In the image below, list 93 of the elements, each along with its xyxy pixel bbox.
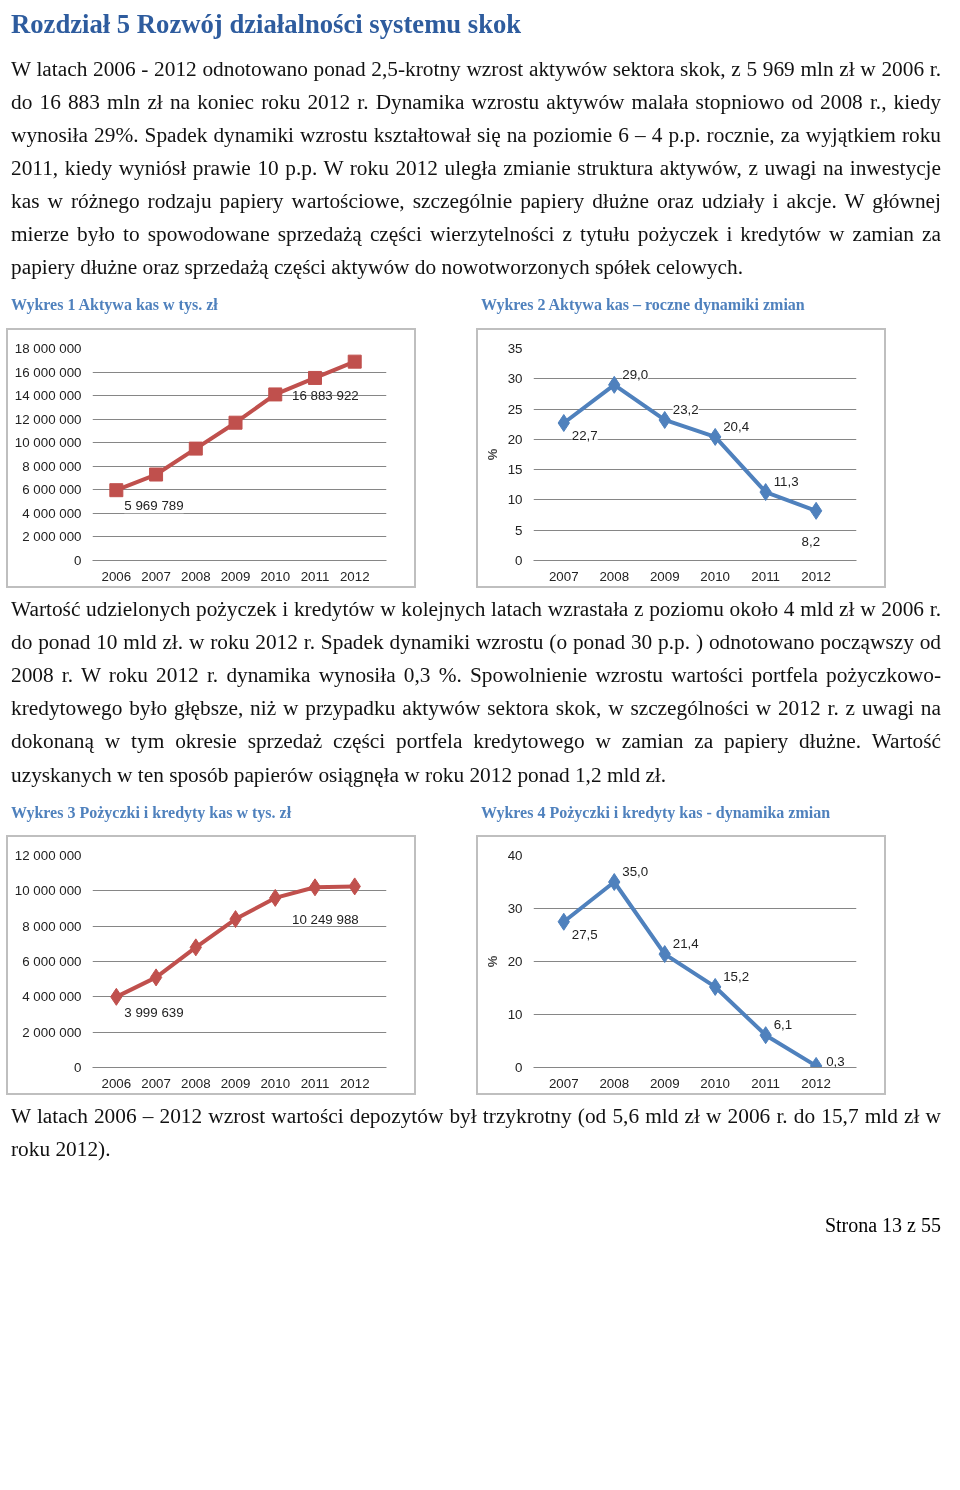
point [809, 502, 823, 521]
y-tick-label: 2 000 000 [22, 1025, 82, 1041]
point [307, 371, 322, 386]
point [188, 441, 203, 456]
x-tick-label: 2009 [649, 1075, 680, 1091]
y-tick-label: 0 [515, 1060, 523, 1076]
x-tick-label: 2007 [548, 1075, 579, 1091]
y-tick-label: 18 000 000 [14, 341, 82, 357]
x-tick-label: 2012 [339, 568, 370, 584]
data-label: 21,4 [672, 936, 700, 952]
x-tick-label: 2007 [548, 568, 579, 584]
point [149, 467, 164, 482]
y-tick-label: 20 [507, 432, 523, 448]
data-label: 8,2 [801, 534, 821, 550]
x-tick-label: 2011 [751, 568, 780, 584]
y-axis-title: % [484, 955, 500, 968]
y-tick-label: 4 000 000 [22, 506, 82, 522]
y-tick-label: 10 000 000 [14, 435, 82, 451]
data-label: 6,1 [773, 1017, 793, 1033]
point [109, 483, 124, 498]
x-tick-label: 2012 [801, 568, 831, 584]
y-tick-label: 2 000 000 [22, 529, 82, 545]
y-tick-label: 10 000 000 [14, 883, 82, 899]
y-tick-label: 0 [515, 553, 523, 569]
y-tick-label: 12 000 000 [14, 411, 82, 427]
x-tick-label: 2008 [599, 1075, 630, 1091]
y-tick-label: 0 [74, 553, 82, 569]
x-tick-label: 2006 [101, 568, 132, 584]
x-tick-label: 2011 [300, 568, 330, 584]
chart-title: Wykres 3 Pożyczki i kredyty kas w tys. zł [11, 802, 292, 824]
point [347, 354, 362, 369]
chart-title: Wykres 1 Aktywa kas w tys. zł [11, 295, 218, 316]
point [149, 968, 163, 987]
data-label: 10 249 988 [292, 912, 359, 928]
point [308, 878, 322, 897]
data-label: 16 883 922 [292, 387, 359, 403]
y-tick-label: 25 [507, 401, 523, 417]
x-tick-label: 2010 [260, 1075, 291, 1091]
data-label: 35,0 [622, 864, 649, 880]
y-tick-label: 10 [507, 492, 523, 508]
y-tick-label: 15 [507, 462, 523, 478]
text: Rozdział 5 Rozwój działalności systemu skok [11, 8, 522, 41]
y-tick-label: 30 [507, 901, 523, 917]
y-tick-label: 4 000 000 [22, 989, 82, 1005]
x-tick-label: 2006 [101, 1075, 132, 1091]
y-tick-label: 10 [507, 1007, 523, 1023]
x-tick-label: 2011 [300, 1075, 330, 1091]
chart-title: Wykres 2 Aktywa kas – roczne dynamiki zmian [481, 295, 805, 316]
x-tick-label: 2010 [260, 568, 291, 584]
y-tick-label: 8 000 000 [22, 919, 82, 935]
x-tick-label: 2008 [180, 1075, 211, 1091]
data-label: 22,7 [571, 428, 598, 444]
point [268, 387, 283, 402]
y-tick-label: 0 [74, 1060, 82, 1076]
x-tick-label: 2012 [801, 1075, 831, 1091]
y-tick-label: 12 000 000 [14, 848, 82, 864]
y-tick-label: 6 000 000 [22, 954, 82, 970]
x-tick-label: 2010 [700, 568, 731, 584]
data-label: 23,2 [672, 402, 699, 418]
x-tick-label: 2009 [220, 1075, 251, 1091]
y-axis-title: % [484, 448, 500, 461]
data-label: 27,5 [571, 927, 598, 943]
x-tick-label: 2007 [141, 568, 171, 584]
data-label: 5 969 789 [124, 498, 184, 514]
y-tick-label: 6 000 000 [22, 482, 82, 498]
data-label: 0,3 [826, 1054, 845, 1070]
text: W latach 2006 – 2012 wzrost wartości depozytów był trzykrotny (od 5,6 mld zł w 2006 r. do 15,7 mld zł w roku 2012). [11, 1103, 941, 1164]
x-tick-label: 2012 [339, 1075, 370, 1091]
data-label: 11,3 [773, 474, 799, 490]
x-tick-label: 2007 [141, 1075, 171, 1091]
point [228, 415, 243, 430]
text: W latach 2006 - 2012 odnotowano ponad 2,5-krotny wzrost aktywów sektora skok, z 5 969 mln zł w 2006 r. do 16 883 mln zł na koniec roku 2012 r. Dynamika wzrostu aktywów malała stopniowo od 2008 r., kiedy wynosiła 29%. Spadek dynamiki wzrostu kształtował się na poziomie 6 – 4 p.p. rocznie, za wyjątkiem roku 2011, kiedy wyniósł prawie 10 p.p. W roku 2012 uległa zmianie struktura aktywów, z uwagi na inwestycje kas w różnego rodzaju papiery wartościowe, szczególnie papiery dłużne oraz udziały i akcje. W głównej mierze było to spowodowane sprzedażą części wierzytelności z tytułu pożyczek i kredytów w zamian za papiery dłużne oraz sprzedażą części aktywów do nowotworzonych spółek celowych. [11, 56, 941, 282]
y-tick-label: 20 [507, 954, 523, 970]
y-tick-label: 40 [507, 848, 523, 864]
x-tick-label: 2008 [180, 568, 211, 584]
x-tick-label: 2011 [751, 1075, 780, 1091]
x-tick-label: 2010 [700, 1075, 731, 1091]
data-label: 20,4 [723, 419, 750, 435]
x-tick-label: 2008 [599, 568, 630, 584]
chart-title: Wykres 4 Pożyczki i kredyty kas - dynamika zmian [481, 802, 831, 824]
data-label: 15,2 [723, 969, 750, 985]
y-tick-label: 16 000 000 [14, 364, 82, 380]
x-tick-label: 2009 [649, 568, 680, 584]
y-tick-label: 35 [507, 341, 523, 357]
data-label: 29,0 [622, 367, 649, 383]
text: Wartość udzielonych pożyczek i kredytów w kolejnych latach wzrastała z poziomu około 4 mld zł w 2006 r. do ponad 10 mld zł. w roku 2012 r. Spadek dynamiki wzrostu (o ponad 30 p.p. ) odnotowano począwszy od 2008 r. W roku 2012 r. dynamika wynosiła 0,3 %. Spowolnienie wzrostu wartości portfela pożyczkowo-kredytowego było głębsze, niż w przypadku aktywów sektora skok, w szczególności w 2012 r. z uwagi na dokonaną w tym okresie sprzedaż części portfela kredytowego w zamian za papiery dłużne. Wartość uzyskanych w ten sposób papierów osiągnęła w roku 2012 ponad 1,2 mld zł. [11, 596, 941, 789]
y-tick-label: 8 000 000 [22, 459, 82, 475]
y-tick-label: 5 [515, 522, 523, 538]
data-label: 3 999 639 [124, 1005, 184, 1021]
y-tick-label: 30 [507, 371, 523, 387]
x-tick-label: 2009 [220, 568, 251, 584]
y-tick-label: 14 000 000 [14, 388, 82, 404]
text: Strona 13 z 55 [824, 1213, 941, 1239]
